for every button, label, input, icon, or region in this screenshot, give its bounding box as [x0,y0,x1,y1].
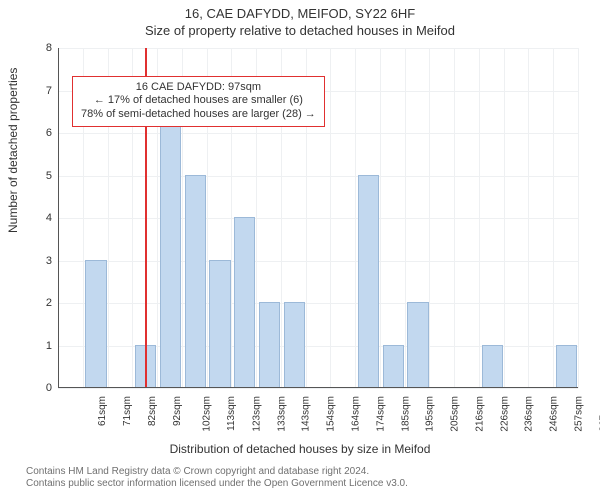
ytick-label: 0 [32,382,52,394]
gridline-v [330,48,331,388]
xtick-label: 133sqm [276,396,287,432]
xtick-label: 82sqm [147,396,158,426]
gridline-v [380,48,381,388]
attribution-line-1: Contains HM Land Registry data © Crown c… [26,466,369,477]
x-axis-line [58,387,578,388]
gridline-h [58,133,578,134]
gridline-h [58,48,578,49]
xtick-label: 71sqm [122,396,133,426]
gridline-v [578,48,579,388]
gridline-h [58,218,578,219]
xtick-label: 92sqm [172,396,183,426]
ytick-label: 1 [32,340,52,352]
annotation-line: ← 17% of detached houses are smaller (6) [81,94,316,108]
xtick-label: 236sqm [524,396,535,432]
xtick-label: 257sqm [573,396,584,432]
y-axis-line [58,48,59,388]
xtick-label: 164sqm [351,396,362,432]
bar [482,345,503,389]
x-axis-label: Distribution of detached houses by size … [0,442,600,456]
bar [284,302,305,388]
gridline-v [504,48,505,388]
bar [358,175,379,389]
gridline-v [528,48,529,388]
xtick-label: 102sqm [202,396,213,432]
ytick-label: 2 [32,297,52,309]
ytick-label: 7 [32,85,52,97]
page-subtitle: Size of property relative to detached ho… [0,21,600,38]
bar [209,260,230,389]
ytick-label: 5 [32,170,52,182]
gridline-h [58,176,578,177]
ytick-label: 8 [32,42,52,54]
gridline-v [454,48,455,388]
xtick-label: 216sqm [474,396,485,432]
xtick-label: 226sqm [499,396,510,432]
xtick-label: 195sqm [425,396,436,432]
gridline-v [405,48,406,388]
bar [383,345,404,389]
ytick-label: 3 [32,255,52,267]
page-title: 16, CAE DAFYDD, MEIFOD, SY22 6HF [0,0,600,21]
gridline-v [553,48,554,388]
bar [234,217,255,388]
xtick-label: 246sqm [549,396,560,432]
y-axis-label: Number of detached properties [6,68,20,233]
bar [259,302,280,388]
xtick-label: 113sqm [226,396,237,431]
xtick-label: 185sqm [400,396,411,432]
ytick-label: 6 [32,127,52,139]
bar [85,260,106,389]
xtick-label: 174sqm [375,396,386,432]
xtick-label: 143sqm [301,396,312,432]
bar [160,90,181,389]
annotation-line: 16 CAE DAFYDD: 97sqm [81,81,316,95]
xtick-label: 61sqm [97,396,108,426]
xtick-label: 154sqm [326,396,337,432]
attribution-line-2: Contains public sector information licen… [26,478,408,489]
gridline-h [58,261,578,262]
annotation-line: 78% of semi-detached houses are larger (… [81,108,316,122]
gridline-v [429,48,430,388]
ytick-label: 4 [32,212,52,224]
chart-plot-area: 01234567816 CAE DAFYDD: 97sqm← 17% of de… [58,48,578,388]
gridline-v [355,48,356,388]
gridline-v [479,48,480,388]
gridline-h [58,303,578,304]
bar [556,345,577,389]
bar [185,175,206,389]
xtick-label: 205sqm [450,396,461,432]
annotation-box: 16 CAE DAFYDD: 97sqm← 17% of detached ho… [72,76,325,127]
bar [407,302,428,388]
xtick-label: 123sqm [252,396,263,432]
gridline-h [58,388,578,389]
